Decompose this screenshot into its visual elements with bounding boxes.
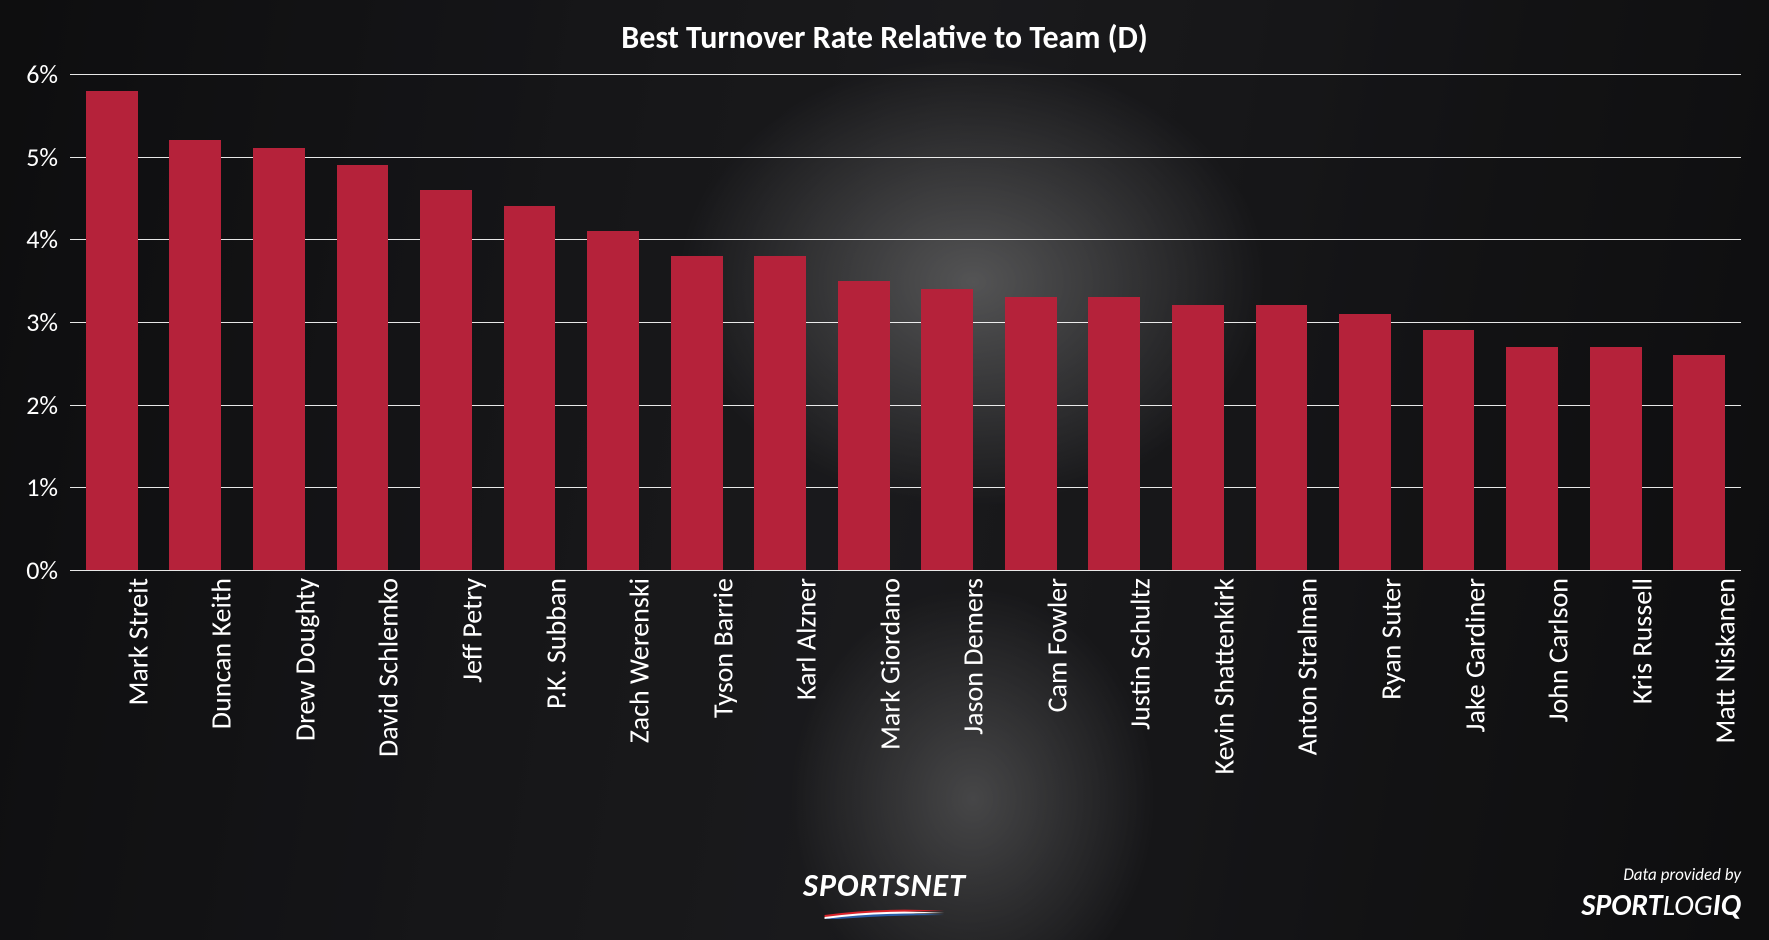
xtick-label: Karl Alzner <box>789 570 824 700</box>
bar-slot: Anton Stralman <box>1240 74 1324 570</box>
chart-container: Best Turnover Rate Relative to Team (D) … <box>0 0 1769 940</box>
xtick-label: P.K. Subban <box>538 570 573 709</box>
xtick-label: John Carlson <box>1540 570 1575 722</box>
xtick-label: Drew Doughty <box>287 570 322 741</box>
bar-slot: Cam Fowler <box>989 74 1073 570</box>
ytick-label: 1% <box>26 471 70 503</box>
xtick-label: Matt Niskanen <box>1708 570 1743 744</box>
bar <box>1590 347 1642 570</box>
xtick-label: Kris Russell <box>1624 570 1659 704</box>
xtick-label: Anton Stralman <box>1290 570 1325 755</box>
bar <box>1088 297 1140 570</box>
bar-slot: Kris Russell <box>1574 74 1658 570</box>
chart-title: Best Turnover Rate Relative to Team (D) <box>0 18 1769 57</box>
ytick-label: 2% <box>26 389 70 421</box>
ytick-label: 3% <box>26 306 70 338</box>
bar <box>1005 297 1057 570</box>
xtick-label: Jeff Petry <box>454 570 489 683</box>
xtick-label: Ryan Suter <box>1373 570 1408 700</box>
bar <box>420 190 472 570</box>
bar-slot: Tyson Barrie <box>655 74 739 570</box>
plot-area: Mark StreitDuncan KeithDrew DoughtyDavid… <box>70 74 1741 570</box>
bar-slot: Drew Doughty <box>237 74 321 570</box>
xtick-label: Duncan Keith <box>204 570 239 729</box>
bar-slot: David Schlemko <box>321 74 405 570</box>
sportsnet-swoosh-icon <box>825 909 945 919</box>
bar-slot: Ryan Suter <box>1323 74 1407 570</box>
sportlogiq-part-b: LOG <box>1662 887 1712 924</box>
bar-slot: Jason Demers <box>905 74 989 570</box>
bar-slot: Zach Werenski <box>571 74 655 570</box>
xtick-label: Mark Giordano <box>872 570 907 750</box>
xtick-label: Tyson Barrie <box>705 570 740 718</box>
bar <box>337 165 389 570</box>
sportlogiq-part-a: SPORT <box>1581 887 1662 924</box>
xtick-label: Cam Fowler <box>1039 570 1074 712</box>
bar <box>838 281 890 570</box>
ytick-label: 6% <box>26 58 70 90</box>
bar <box>921 289 973 570</box>
bar <box>1339 314 1391 570</box>
sportsnet-logo-text: SPORTSNET <box>803 866 966 905</box>
bar <box>671 256 723 570</box>
bar <box>1172 305 1224 570</box>
xtick-label: Jake Gardiner <box>1457 570 1492 732</box>
xtick-label: Kevin Shattenkirk <box>1206 570 1241 774</box>
bar <box>169 140 221 570</box>
bar-slot: Mark Streit <box>70 74 154 570</box>
bar-slot: P.K. Subban <box>488 74 572 570</box>
bar <box>504 206 556 570</box>
xtick-label: Justin Schultz <box>1123 570 1158 730</box>
bar-slot: Karl Alzner <box>738 74 822 570</box>
bar-slot: Jake Gardiner <box>1407 74 1491 570</box>
bar <box>754 256 806 570</box>
bar-slot: John Carlson <box>1490 74 1574 570</box>
bar-slot: Mark Giordano <box>822 74 906 570</box>
footer-right-brand: Data provided by SPORTLOGIQ <box>1581 864 1741 924</box>
xtick-label: Mark Streit <box>120 570 155 706</box>
bar <box>86 91 138 570</box>
ytick-label: 4% <box>26 223 70 255</box>
bar-slot: Kevin Shattenkirk <box>1156 74 1240 570</box>
bar <box>1506 347 1558 570</box>
xtick-label: Zach Werenski <box>621 570 656 743</box>
bar-slot: Jeff Petry <box>404 74 488 570</box>
bar-slot: Duncan Keith <box>154 74 238 570</box>
data-provided-label: Data provided by <box>1581 864 1741 885</box>
bar <box>587 231 639 570</box>
bar-slot: Justin Schultz <box>1073 74 1157 570</box>
bar-slot: Matt Niskanen <box>1657 74 1741 570</box>
sportlogiq-logo-text: SPORTLOGIQ <box>1581 887 1741 924</box>
xtick-label: Jason Demers <box>956 570 991 735</box>
bar <box>1673 355 1725 570</box>
ytick-label: 5% <box>26 141 70 173</box>
bar <box>1256 305 1308 570</box>
xtick-label: David Schlemko <box>371 570 406 757</box>
bar <box>1423 330 1475 570</box>
bars-group: Mark StreitDuncan KeithDrew DoughtyDavid… <box>70 74 1741 570</box>
footer-center-brand: SPORTSNET <box>803 866 966 924</box>
ytick-label: 0% <box>26 554 70 586</box>
sportlogiq-part-c: IQ <box>1713 887 1741 924</box>
bar <box>253 148 305 570</box>
